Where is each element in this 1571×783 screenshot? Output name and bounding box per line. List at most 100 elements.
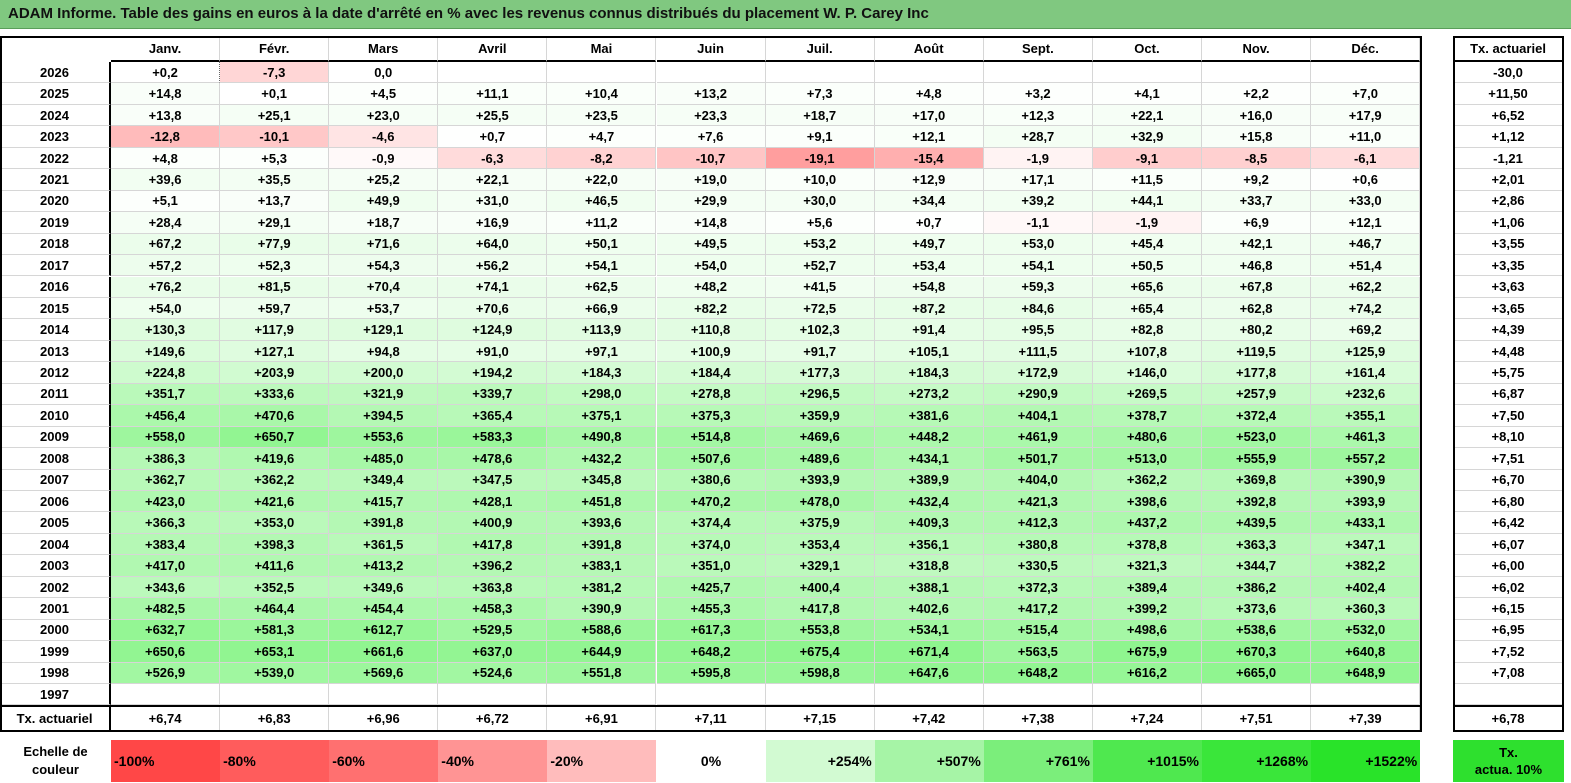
table-cell: +399,2 [1092,598,1202,620]
year-label: 2014 [0,319,111,341]
table-cell: +353,4 [765,533,875,556]
table-cell: +529,5 [438,619,548,642]
table-cell: +10,0 [765,169,875,191]
table-cell: -9,1 [1092,147,1202,170]
table-cell: +72,5 [765,297,875,320]
table-cell: +117,9 [220,319,330,341]
table-cell: +553,6 [329,426,439,449]
rate-cell: +2,86 [1453,190,1564,213]
table-cell: +439,5 [1202,512,1312,534]
table-cell: +49,7 [874,233,984,256]
year-label: 2000 [0,619,111,642]
table-cell: +25,2 [329,169,439,191]
year-label: 2026 [0,62,111,84]
table-cell: +595,8 [656,662,766,685]
table-cell: +388,1 [874,576,984,599]
table-cell: +184,3 [874,362,984,384]
table-cell: 0,0 [329,62,439,84]
table-cell: +417,8 [765,598,875,620]
table-cell: +127,1 [220,340,330,363]
table-cell: +321,9 [329,383,439,406]
table-cell: +25,1 [220,104,330,127]
table-cell: +538,6 [1202,619,1312,642]
table-cell: +374,4 [656,512,766,534]
table-cell: -10,1 [220,126,330,148]
table-cell: +177,8 [1202,362,1312,384]
table-cell: +555,9 [1202,448,1312,470]
table-cell: -6,1 [1311,147,1421,170]
table-cell: +23,5 [547,104,657,127]
table-cell: +22,1 [438,169,548,191]
month-header: Oct. [1092,36,1202,62]
table-cell: +177,3 [765,362,875,384]
table-cell: +532,0 [1311,619,1421,642]
table-cell: +470,2 [656,491,766,513]
table-cell: +428,1 [438,491,548,513]
table-cell: +665,0 [1202,662,1312,685]
table-cell: +161,4 [1311,362,1421,384]
table-cell: +33,7 [1202,190,1312,213]
table-cell: +400,4 [765,576,875,599]
table-cell [111,684,221,706]
table-cell: +97,1 [547,340,657,363]
table-cell: +49,5 [656,233,766,256]
table-cell: -1,1 [983,212,1093,234]
table-cell: +10,4 [547,83,657,105]
table-cell: +31,0 [438,190,548,213]
year-label: 2015 [0,297,111,320]
table-cell: +130,3 [111,319,221,341]
table-cell: +17,0 [874,104,984,127]
table-cell: +6,9 [1202,212,1312,234]
table-cell: +95,5 [983,319,1093,341]
table-cell: +389,9 [874,469,984,491]
year-label: 2003 [0,555,111,577]
rate-cell: +6,87 [1453,383,1564,406]
page-title: ADAM Informe. Table des gains en euros à… [8,5,929,22]
table-cell: +372,3 [983,576,1093,599]
table-cell: +534,1 [874,619,984,642]
table-cell: +53,7 [329,297,439,320]
rate-cell: +6,95 [1453,619,1564,642]
table-cell: +4,7 [547,126,657,148]
table-cell: +124,9 [438,319,548,341]
table-cell: +461,3 [1311,426,1421,449]
table-cell: +29,1 [220,212,330,234]
table-cell: +11,0 [1311,126,1421,148]
scale-swatch: +1015% [1092,740,1202,782]
year-label: 2008 [0,448,111,470]
table-cell: +398,6 [1092,491,1202,513]
table-cell: +62,5 [547,276,657,298]
year-label: 2010 [0,405,111,427]
table-cell: +69,2 [1311,319,1421,341]
footer-cell: +6,83 [220,706,330,732]
scale-label: Echelle de couleur [0,740,111,782]
table-cell: +59,3 [983,276,1093,298]
table-cell: +149,6 [111,340,221,363]
table-cell: +4,8 [874,83,984,105]
table-cell: +432,2 [547,448,657,470]
scale-label-line2: couleur [32,762,79,777]
footer-cell: +7,24 [1092,706,1202,732]
table-cell: +318,8 [874,555,984,577]
table-cell: +415,7 [329,491,439,513]
table-cell: +675,9 [1092,641,1202,663]
table-cell: +62,8 [1202,297,1312,320]
rate-cell: +6,42 [1453,512,1564,534]
table-cell: +269,5 [1092,383,1202,406]
table-cell [874,684,984,706]
year-label: 2018 [0,233,111,256]
table-cell: +50,1 [547,233,657,256]
table-cell: +598,8 [765,662,875,685]
table-cell: +648,2 [656,641,766,663]
table-cell: -15,4 [874,147,984,170]
table-cell: +56,2 [438,255,548,277]
table-cell: +11,1 [438,83,548,105]
table-cell: +49,9 [329,190,439,213]
table-cell: +59,7 [220,297,330,320]
table-cell [983,684,1093,706]
table-cell: +402,6 [874,598,984,620]
table-cell: +57,2 [111,255,221,277]
table-cell: +32,9 [1092,126,1202,148]
table-cell: +417,0 [111,555,221,577]
table-cell: +53,2 [765,233,875,256]
